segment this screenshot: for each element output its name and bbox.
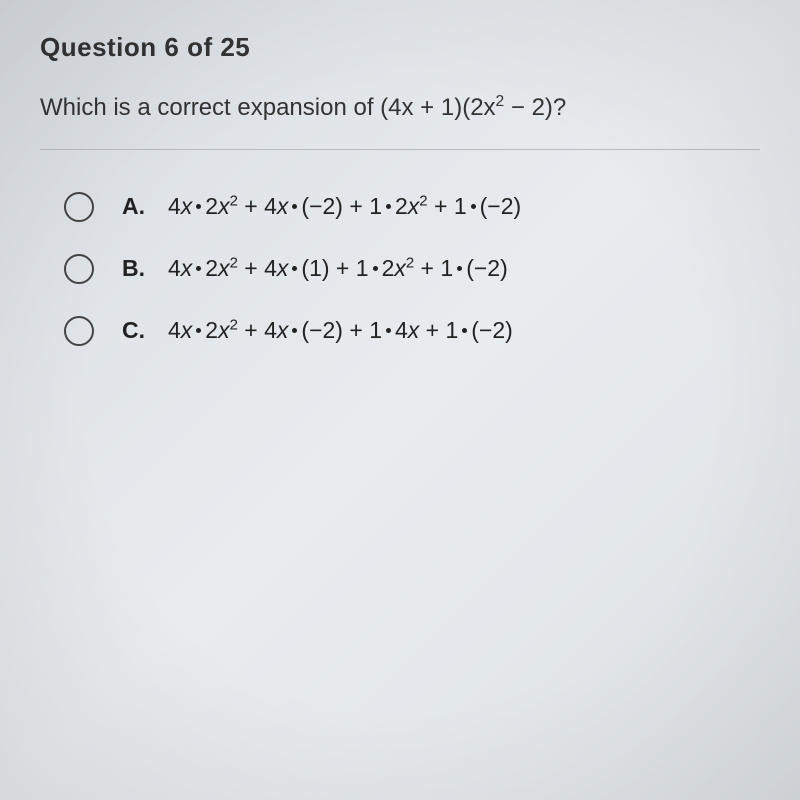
multiply-dot — [292, 204, 297, 209]
coef: 1 — [369, 317, 382, 343]
coef: (−2) — [301, 193, 343, 219]
plus: + — [238, 255, 264, 281]
var-x: x — [181, 193, 193, 219]
exponent: 2 — [419, 192, 427, 209]
multiply-dot — [292, 266, 297, 271]
coef: 4 — [168, 317, 181, 343]
coef: (−2) — [471, 317, 513, 343]
var-x: x — [277, 193, 289, 219]
coef: 2 — [205, 193, 218, 219]
coef: 4 — [264, 317, 277, 343]
var-x: x — [277, 317, 289, 343]
question-prompt: Which is a correct expansion of (4x + 1)… — [40, 91, 760, 125]
var-x: x — [181, 317, 193, 343]
var-x: x — [408, 317, 420, 343]
option-b[interactable]: B. 4x2x2 + 4x(1) + 12x2 + 1(−2) — [64, 254, 760, 284]
exponent: 2 — [496, 93, 505, 110]
plus: + — [330, 255, 356, 281]
option-a[interactable]: A. 4x2x2 + 4x(−2) + 12x2 + 1(−2) — [64, 192, 760, 222]
plus: + — [428, 193, 454, 219]
coef: 1 — [356, 255, 369, 281]
section-divider — [40, 149, 760, 150]
coef: 1 — [446, 317, 459, 343]
coef: 4 — [168, 193, 181, 219]
exponent: 2 — [230, 316, 238, 333]
coef: 1 — [440, 255, 453, 281]
option-expression: 4x2x2 + 4x(−2) + 12x2 + 1(−2) — [168, 193, 521, 220]
plus: + — [343, 193, 369, 219]
plus: + — [238, 193, 264, 219]
multiply-dot — [457, 266, 462, 271]
plus: + — [419, 317, 445, 343]
coef: 4 — [168, 255, 181, 281]
radio-icon[interactable] — [64, 254, 94, 284]
plus: + — [343, 317, 369, 343]
var-x: x — [218, 193, 230, 219]
exponent: 2 — [230, 254, 238, 271]
var-x: x — [181, 255, 193, 281]
coef: (−2) — [480, 193, 522, 219]
multiply-dot — [386, 328, 391, 333]
option-key: A. — [122, 193, 154, 220]
option-c[interactable]: C. 4x2x2 + 4x(−2) + 14x + 1(−2) — [64, 316, 760, 346]
coef: 1 — [454, 193, 467, 219]
multiply-dot — [196, 266, 201, 271]
coef: 4 — [264, 255, 277, 281]
var-x: x — [218, 317, 230, 343]
coef: 2 — [205, 255, 218, 281]
coef: 4 — [395, 317, 408, 343]
var-x: x — [484, 94, 496, 121]
var-x: x — [277, 255, 289, 281]
coef: 4 — [264, 193, 277, 219]
prompt-text: Which is a correct expansion of (4 — [40, 94, 402, 121]
multiply-dot — [196, 204, 201, 209]
multiply-dot — [471, 204, 476, 209]
coef: 2 — [205, 317, 218, 343]
coef: 2 — [395, 193, 408, 219]
options-list: A. 4x2x2 + 4x(−2) + 12x2 + 1(−2) B. 4x2x… — [40, 192, 760, 346]
option-expression: 4x2x2 + 4x(−2) + 14x + 1(−2) — [168, 317, 513, 344]
multiply-dot — [292, 328, 297, 333]
var-x: x — [408, 193, 420, 219]
option-key: C. — [122, 317, 154, 344]
coef: (−2) — [301, 317, 343, 343]
radio-icon[interactable] — [64, 192, 94, 222]
var-x: x — [394, 255, 406, 281]
prompt-end: − 2)? — [504, 94, 566, 121]
multiply-dot — [386, 204, 391, 209]
prompt-mid: + 1)(2 — [420, 94, 483, 121]
plus: + — [238, 317, 264, 343]
plus: + — [414, 255, 440, 281]
radio-icon[interactable] — [64, 316, 94, 346]
multiply-dot — [373, 266, 378, 271]
question-counter: Question 6 of 25 — [40, 32, 760, 63]
coef: (−2) — [466, 255, 508, 281]
coef: 1 — [369, 193, 382, 219]
exponent: 2 — [406, 254, 414, 271]
multiply-dot — [196, 328, 201, 333]
option-key: B. — [122, 255, 154, 282]
coef: 2 — [382, 255, 395, 281]
option-expression: 4x2x2 + 4x(1) + 12x2 + 1(−2) — [168, 255, 508, 282]
multiply-dot — [462, 328, 467, 333]
coef: (1) — [301, 255, 329, 281]
var-x: x — [218, 255, 230, 281]
var-x: x — [402, 94, 414, 121]
exponent: 2 — [230, 192, 238, 209]
